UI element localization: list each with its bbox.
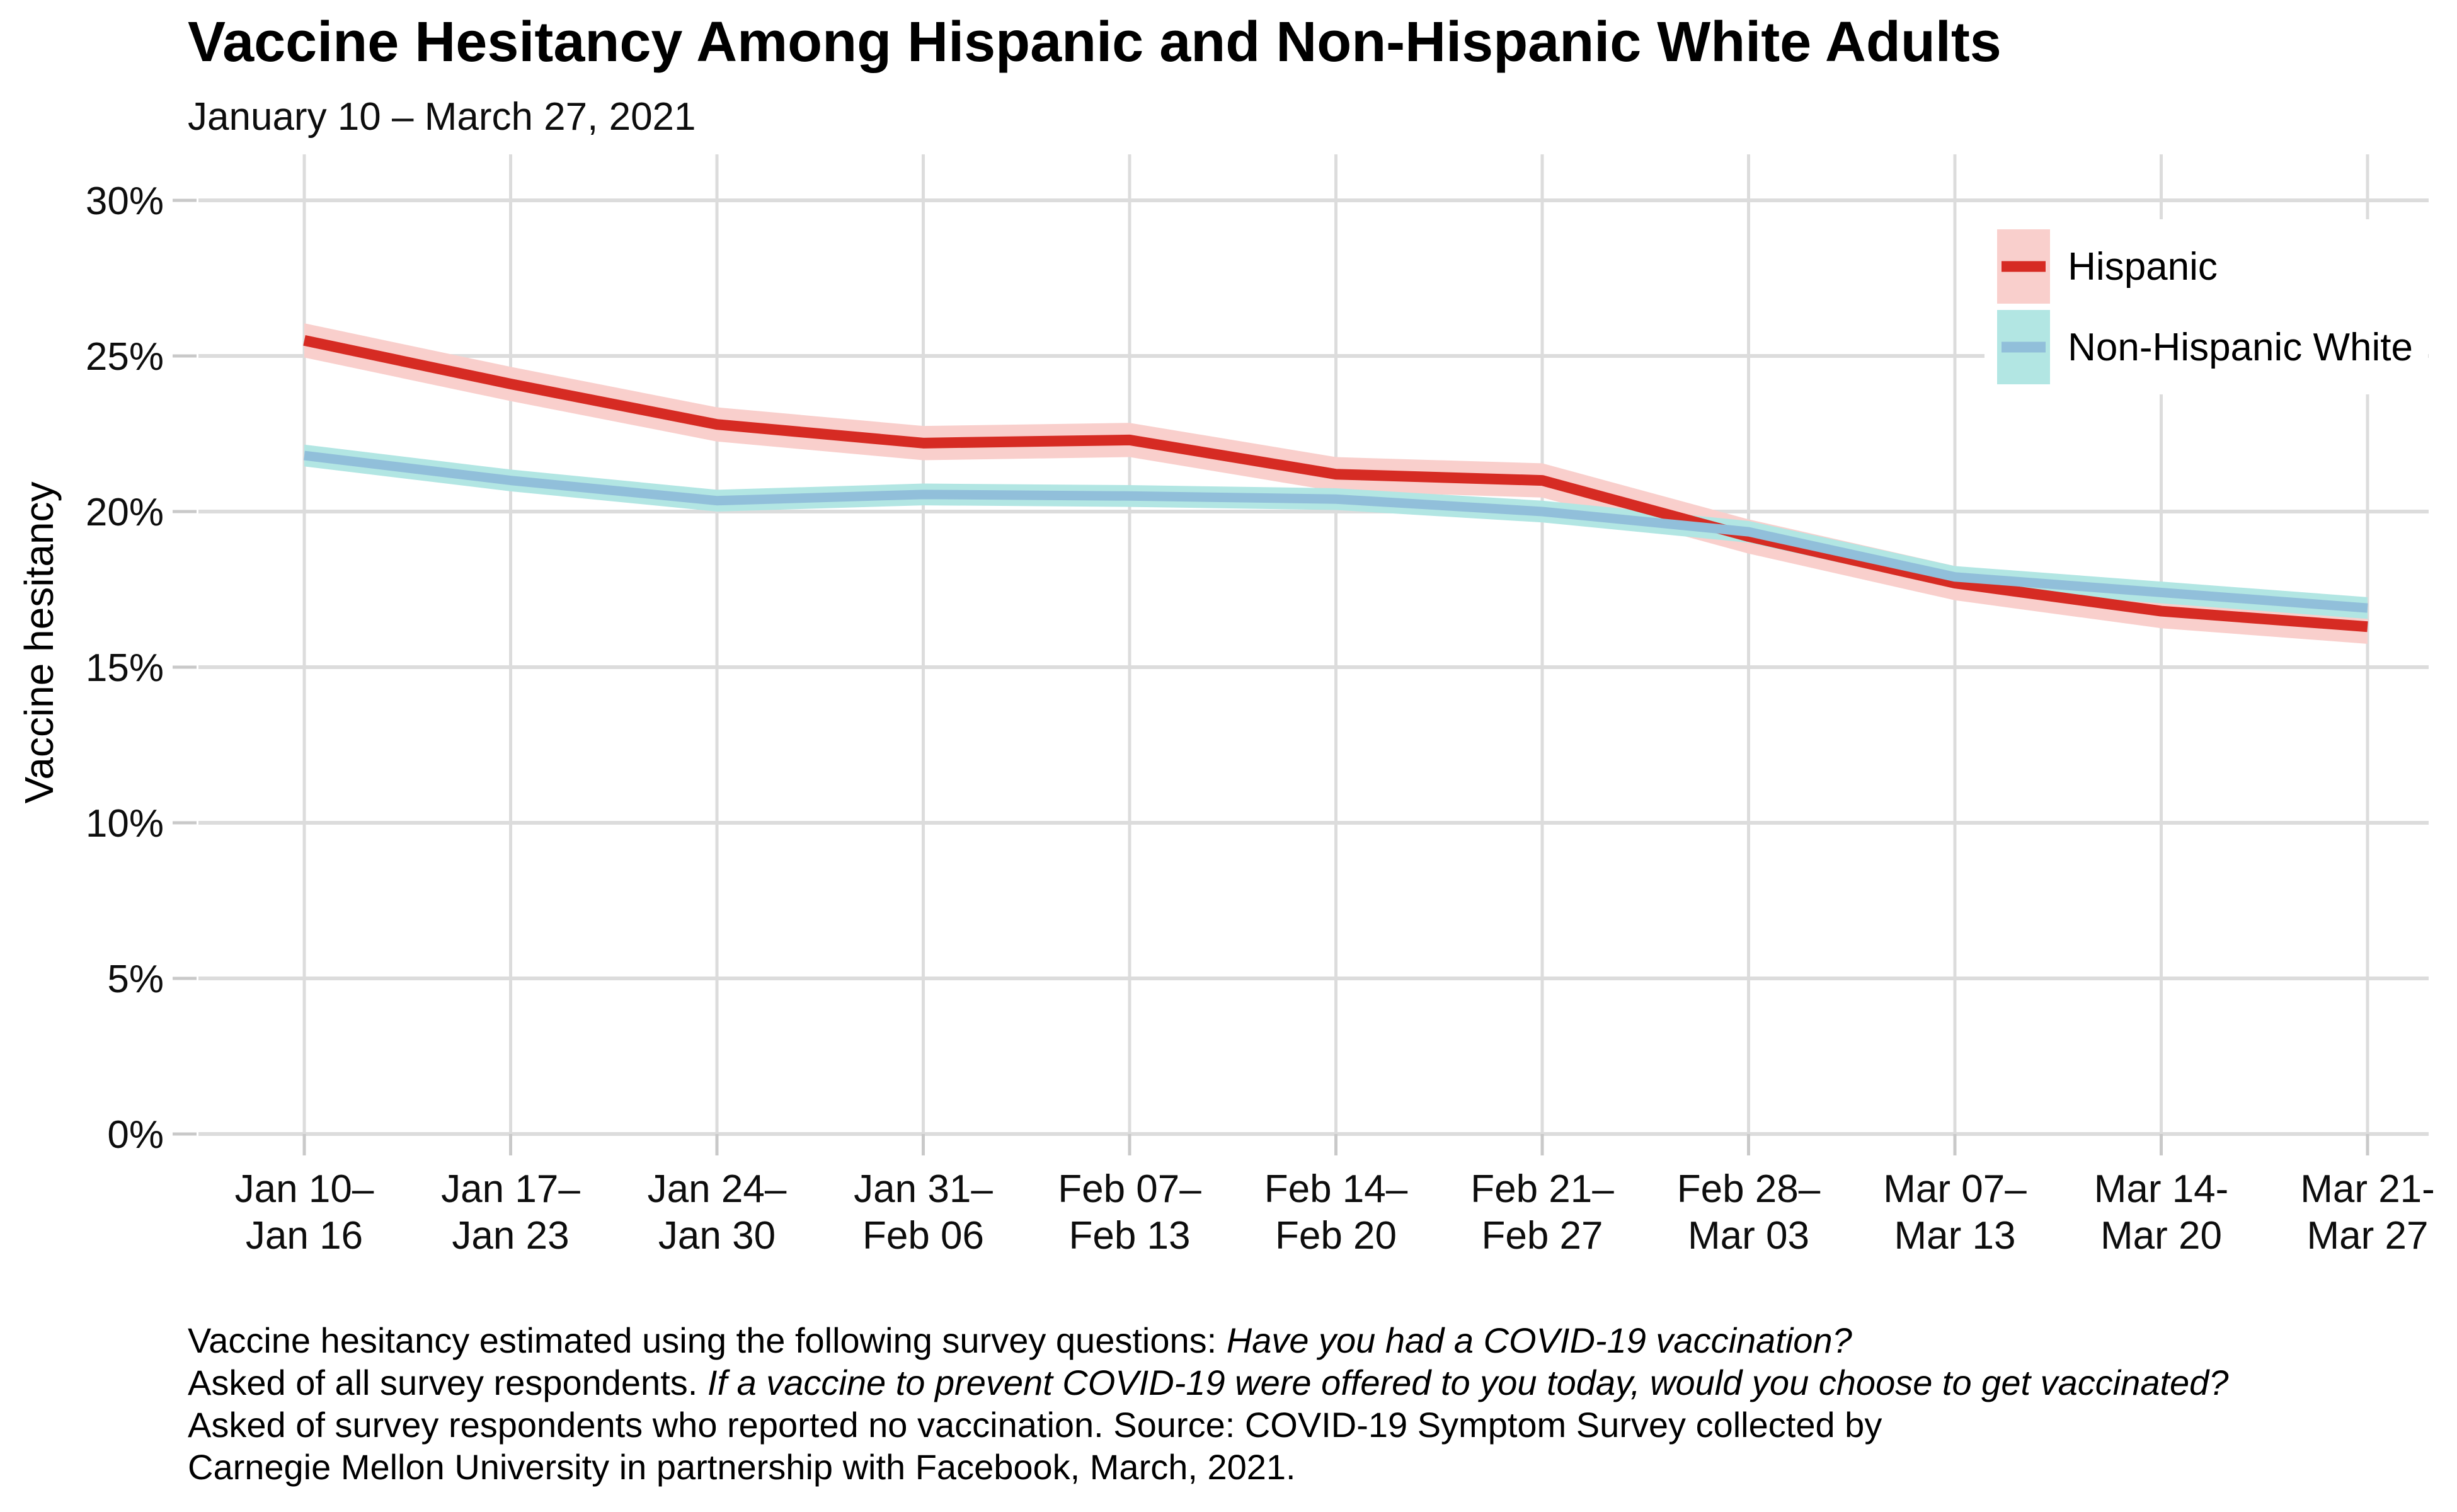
- x-tick-label: Jan 24–: [648, 1167, 787, 1211]
- x-tick-label: Feb 28–: [1677, 1167, 1821, 1211]
- legend-label-non-hispanic-white: Non-Hispanic White: [2068, 325, 2413, 369]
- x-tick-label: Mar 21-: [2300, 1167, 2435, 1211]
- y-tick-label: 15%: [86, 646, 164, 690]
- legend: Hispanic Non-Hispanic White: [1984, 219, 2428, 394]
- legend-item-hispanic: Hispanic: [1997, 229, 2413, 304]
- x-tick-label: Jan 23: [452, 1214, 569, 1257]
- y-tick-label: 25%: [86, 335, 164, 379]
- hispanic-legend-key-line-icon: [2002, 261, 2046, 272]
- y-tick-label: 20%: [86, 491, 164, 534]
- legend-label-hispanic: Hispanic: [2068, 244, 2218, 289]
- x-tick-label: Feb 14–: [1264, 1167, 1408, 1211]
- caption-text: Asked of all survey respondents.: [188, 1363, 707, 1402]
- y-tick-label: 30%: [86, 180, 164, 223]
- non-hispanic-white-line: [304, 450, 2368, 613]
- x-tick-label: Feb 06: [862, 1214, 984, 1257]
- non-hispanic-white-ribbon: [304, 444, 2368, 619]
- caption: Vaccine hesitancy estimated using the fo…: [188, 1319, 2228, 1488]
- x-tick-label: Feb 21–: [1470, 1167, 1614, 1211]
- x-tick-label: Jan 30: [658, 1214, 776, 1257]
- non-hispanic-white-legend-key-icon: [1997, 310, 2051, 384]
- hispanic-line: [303, 335, 2368, 633]
- x-tick-label: Mar 27: [2307, 1214, 2429, 1257]
- caption-text: Carnegie Mellon University in partnershi…: [188, 1447, 1296, 1487]
- x-tick-label: Mar 03: [1688, 1214, 1809, 1257]
- non-hispanic-white-legend-key-line-icon: [2002, 341, 2046, 353]
- x-tick-label: Feb 07–: [1058, 1167, 1201, 1211]
- y-tick-label: 5%: [107, 958, 164, 1001]
- caption-line-2: Asked of all survey respondents. If a va…: [188, 1361, 2228, 1404]
- hispanic-legend-key-icon: [1997, 229, 2051, 304]
- y-tick-label: 0%: [107, 1113, 164, 1157]
- caption-italic-text: Have you had a COVID-19 vaccination?: [1226, 1320, 1852, 1360]
- caption-text: Asked of survey respondents who reported…: [188, 1405, 1882, 1445]
- x-tick-label: Feb 27: [1481, 1214, 1603, 1257]
- chart-title: Vaccine Hesitancy Among Hispanic and Non…: [188, 11, 2002, 74]
- x-tick-label: Jan 31–: [854, 1167, 993, 1211]
- x-tick-label: Jan 10–: [235, 1167, 374, 1211]
- caption-italic-text: If a vaccine to prevent COVID-19 were of…: [707, 1363, 2229, 1402]
- chart-subtitle: January 10 – March 27, 2021: [188, 95, 696, 139]
- caption-text: Vaccine hesitancy estimated using the fo…: [188, 1320, 1227, 1360]
- caption-line-4: Carnegie Mellon University in partnershi…: [188, 1446, 2228, 1488]
- x-tick-label: Feb 13: [1068, 1214, 1190, 1257]
- caption-line-3: Asked of survey respondents who reported…: [188, 1404, 2228, 1446]
- x-tick-label: Mar 13: [1894, 1214, 2016, 1257]
- caption-line-1: Vaccine hesitancy estimated using the fo…: [188, 1319, 2228, 1361]
- x-tick-label: Mar 20: [2100, 1214, 2222, 1257]
- x-tick-label: Mar 07–: [1883, 1167, 2027, 1211]
- x-tick-label: Mar 14-: [2094, 1167, 2229, 1211]
- x-tick-label: Jan 17–: [441, 1167, 580, 1211]
- y-tick-label: 10%: [86, 802, 164, 845]
- x-tick-label: Feb 20: [1275, 1214, 1397, 1257]
- legend-item-non-hispanic-white: Non-Hispanic White: [1997, 310, 2413, 384]
- x-tick-label: Jan 16: [246, 1214, 363, 1257]
